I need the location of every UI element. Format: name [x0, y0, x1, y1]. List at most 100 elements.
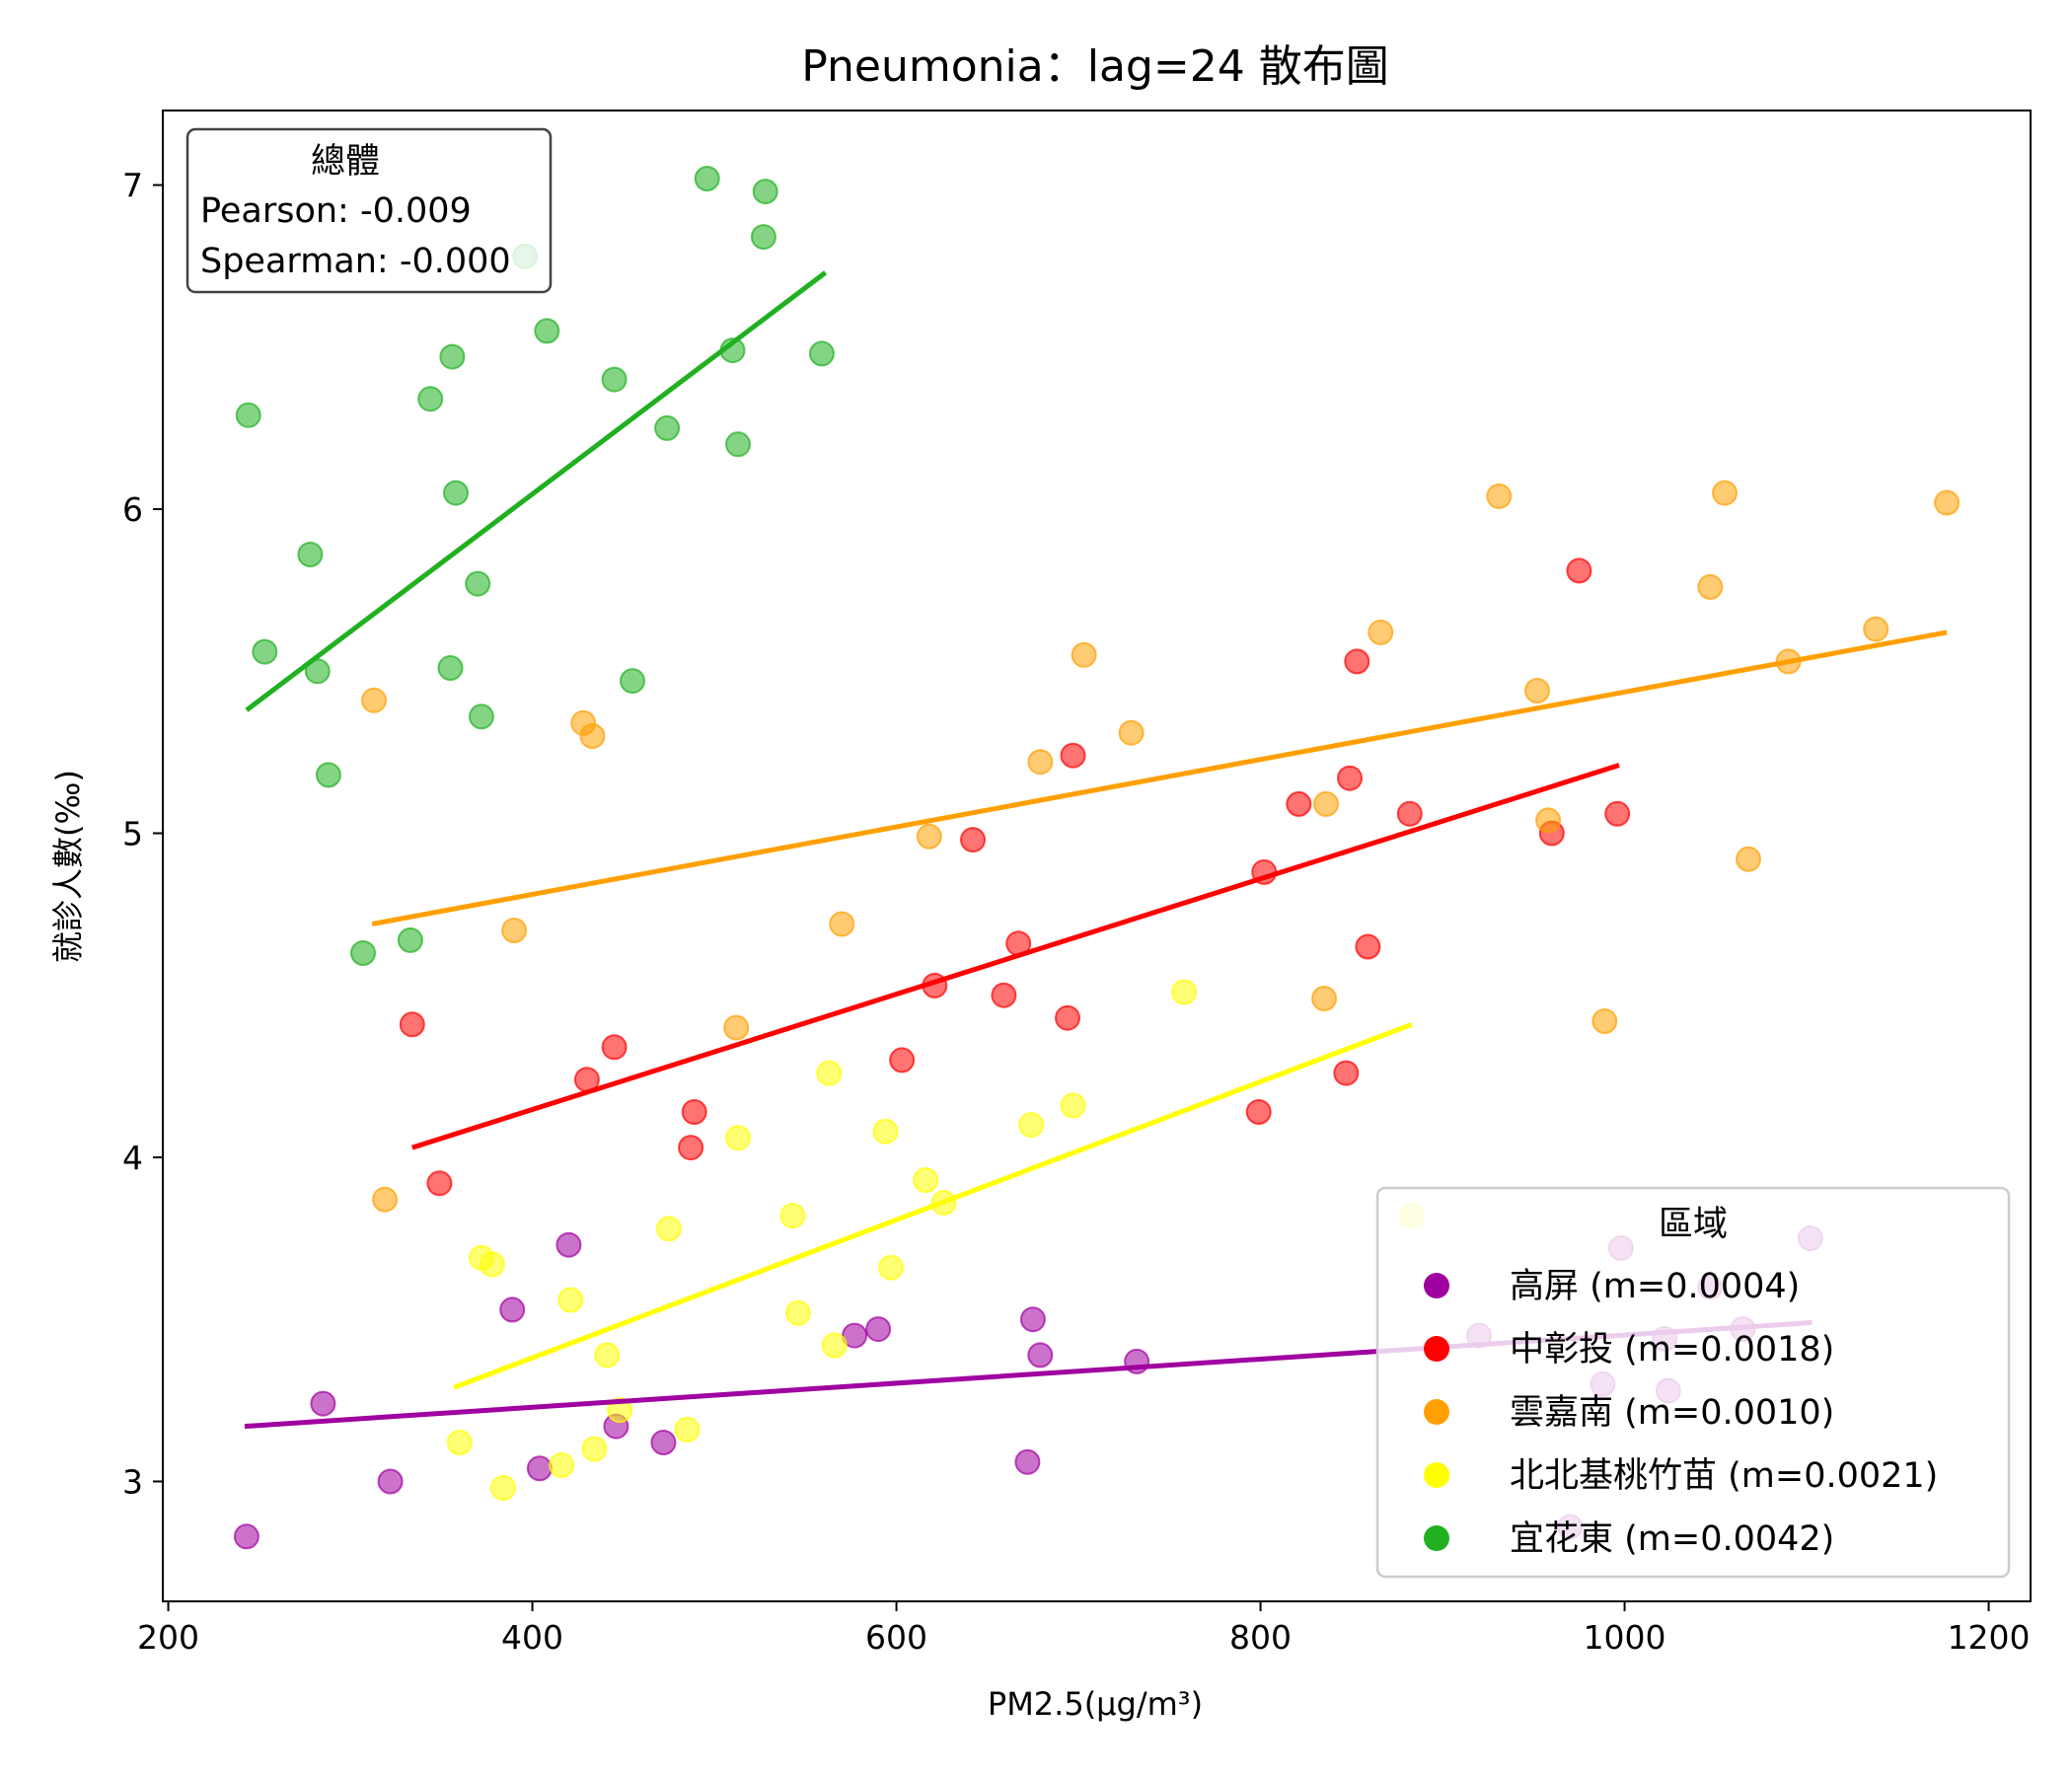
series-points-3 — [446, 979, 1425, 1501]
data-point — [426, 1170, 453, 1197]
data-point — [816, 1060, 843, 1086]
data-point — [808, 340, 835, 367]
axis-ticks: 200 400 600 800 1000 1200 3 4 5 6 7 — [122, 167, 2031, 1657]
data-point — [1591, 1008, 1618, 1034]
data-point — [252, 638, 278, 665]
stats-box-title: 總體 — [311, 142, 380, 182]
data-point — [1171, 979, 1198, 1005]
legend-marker — [1424, 1399, 1449, 1425]
data-point — [1118, 719, 1145, 746]
data-point — [417, 386, 444, 412]
data-point — [991, 982, 1017, 1008]
data-point — [235, 402, 261, 428]
data-point — [361, 687, 387, 713]
data-point — [1736, 846, 1761, 872]
data-point — [1396, 800, 1423, 827]
data-point — [465, 570, 491, 597]
legend-label: 北北基桃竹苗 (m=0.0021) — [1510, 1456, 1938, 1496]
y-tick-label: 7 — [122, 167, 143, 205]
legend-frame — [1375, 1186, 2011, 1579]
data-point — [233, 1523, 259, 1550]
data-point — [315, 762, 341, 788]
data-point — [694, 166, 720, 191]
data-point — [397, 926, 423, 953]
x-tick-label: 600 — [865, 1618, 927, 1657]
data-point — [865, 1316, 892, 1343]
data-point — [916, 823, 942, 850]
data-point — [534, 318, 560, 344]
legend-label: 宜花東 (m=0.0042) — [1510, 1519, 1834, 1559]
fit-line-3 — [453, 1021, 1413, 1390]
data-point — [913, 1167, 939, 1193]
data-point — [681, 1099, 707, 1125]
y-tick-label: 5 — [122, 815, 143, 853]
data-point — [581, 1436, 608, 1462]
data-point — [377, 1468, 404, 1495]
data-point — [725, 1125, 751, 1151]
data-point — [650, 1430, 677, 1455]
data-point — [620, 668, 645, 695]
data-point — [1018, 1112, 1045, 1139]
data-point — [1344, 648, 1370, 675]
data-point — [446, 1430, 473, 1455]
data-point — [601, 1034, 628, 1061]
data-point — [1535, 807, 1562, 834]
stats-pearson: Pearson: -0.009 — [200, 191, 472, 231]
data-point — [1060, 742, 1086, 769]
data-point — [594, 1342, 621, 1369]
legend-items: 高屏 (m=0.0004) 中彰投 (m=0.0018) 雲嘉南 (m=0.0010… — [1424, 1267, 1938, 1559]
data-point — [784, 1299, 811, 1326]
legend-label: 高屏 (m=0.0004) — [1510, 1267, 1800, 1306]
legend-title: 區域 — [1659, 1205, 1728, 1244]
data-point — [549, 1452, 575, 1478]
data-point — [1060, 1092, 1086, 1119]
series-points-2 — [361, 480, 1961, 1213]
data-point — [829, 911, 855, 937]
y-tick-label: 6 — [122, 490, 143, 529]
data-point — [725, 431, 751, 458]
fit-line-1 — [411, 763, 1620, 1150]
data-point — [750, 224, 777, 251]
data-point — [1286, 790, 1312, 817]
y-tick-label: 3 — [122, 1462, 143, 1501]
data-point — [1055, 1004, 1080, 1031]
data-point — [1071, 641, 1097, 668]
data-point — [960, 827, 986, 853]
data-point — [310, 1390, 336, 1417]
data-point — [1014, 1448, 1041, 1475]
x-axis-label: PM2.5(μg/m³) — [988, 1685, 1203, 1723]
data-point — [501, 918, 528, 943]
data-point — [555, 1231, 582, 1258]
x-tick-label: 400 — [501, 1618, 563, 1657]
data-point — [678, 1135, 704, 1161]
fit-line-4 — [245, 270, 828, 712]
data-point — [655, 1216, 682, 1242]
fit-line-2 — [371, 629, 1948, 926]
stats-spearman: Spearman: -0.000 — [200, 242, 511, 281]
data-point — [889, 1047, 916, 1073]
data-point — [752, 179, 778, 205]
y-tick-label: 4 — [122, 1139, 143, 1177]
data-point — [1245, 1099, 1272, 1125]
data-point — [1311, 986, 1338, 1011]
data-point — [1368, 619, 1394, 645]
data-point — [1486, 482, 1513, 509]
data-point — [372, 1186, 399, 1213]
data-point — [443, 480, 469, 506]
data-point — [579, 723, 606, 749]
data-point — [1566, 557, 1592, 584]
data-point — [779, 1203, 806, 1229]
x-tick-label: 200 — [137, 1618, 199, 1657]
data-point — [557, 1287, 584, 1313]
data-point — [1027, 1342, 1054, 1369]
chart-title: Pneumonia：lag=24 散布圖 — [801, 41, 1388, 92]
series-points-1 — [399, 557, 1631, 1197]
data-point — [872, 1118, 899, 1145]
data-point — [1333, 1060, 1360, 1086]
data-point — [1863, 616, 1889, 642]
points-layer — [233, 166, 1961, 1550]
data-point — [674, 1416, 701, 1443]
data-point — [297, 542, 324, 567]
data-point — [1712, 480, 1738, 506]
